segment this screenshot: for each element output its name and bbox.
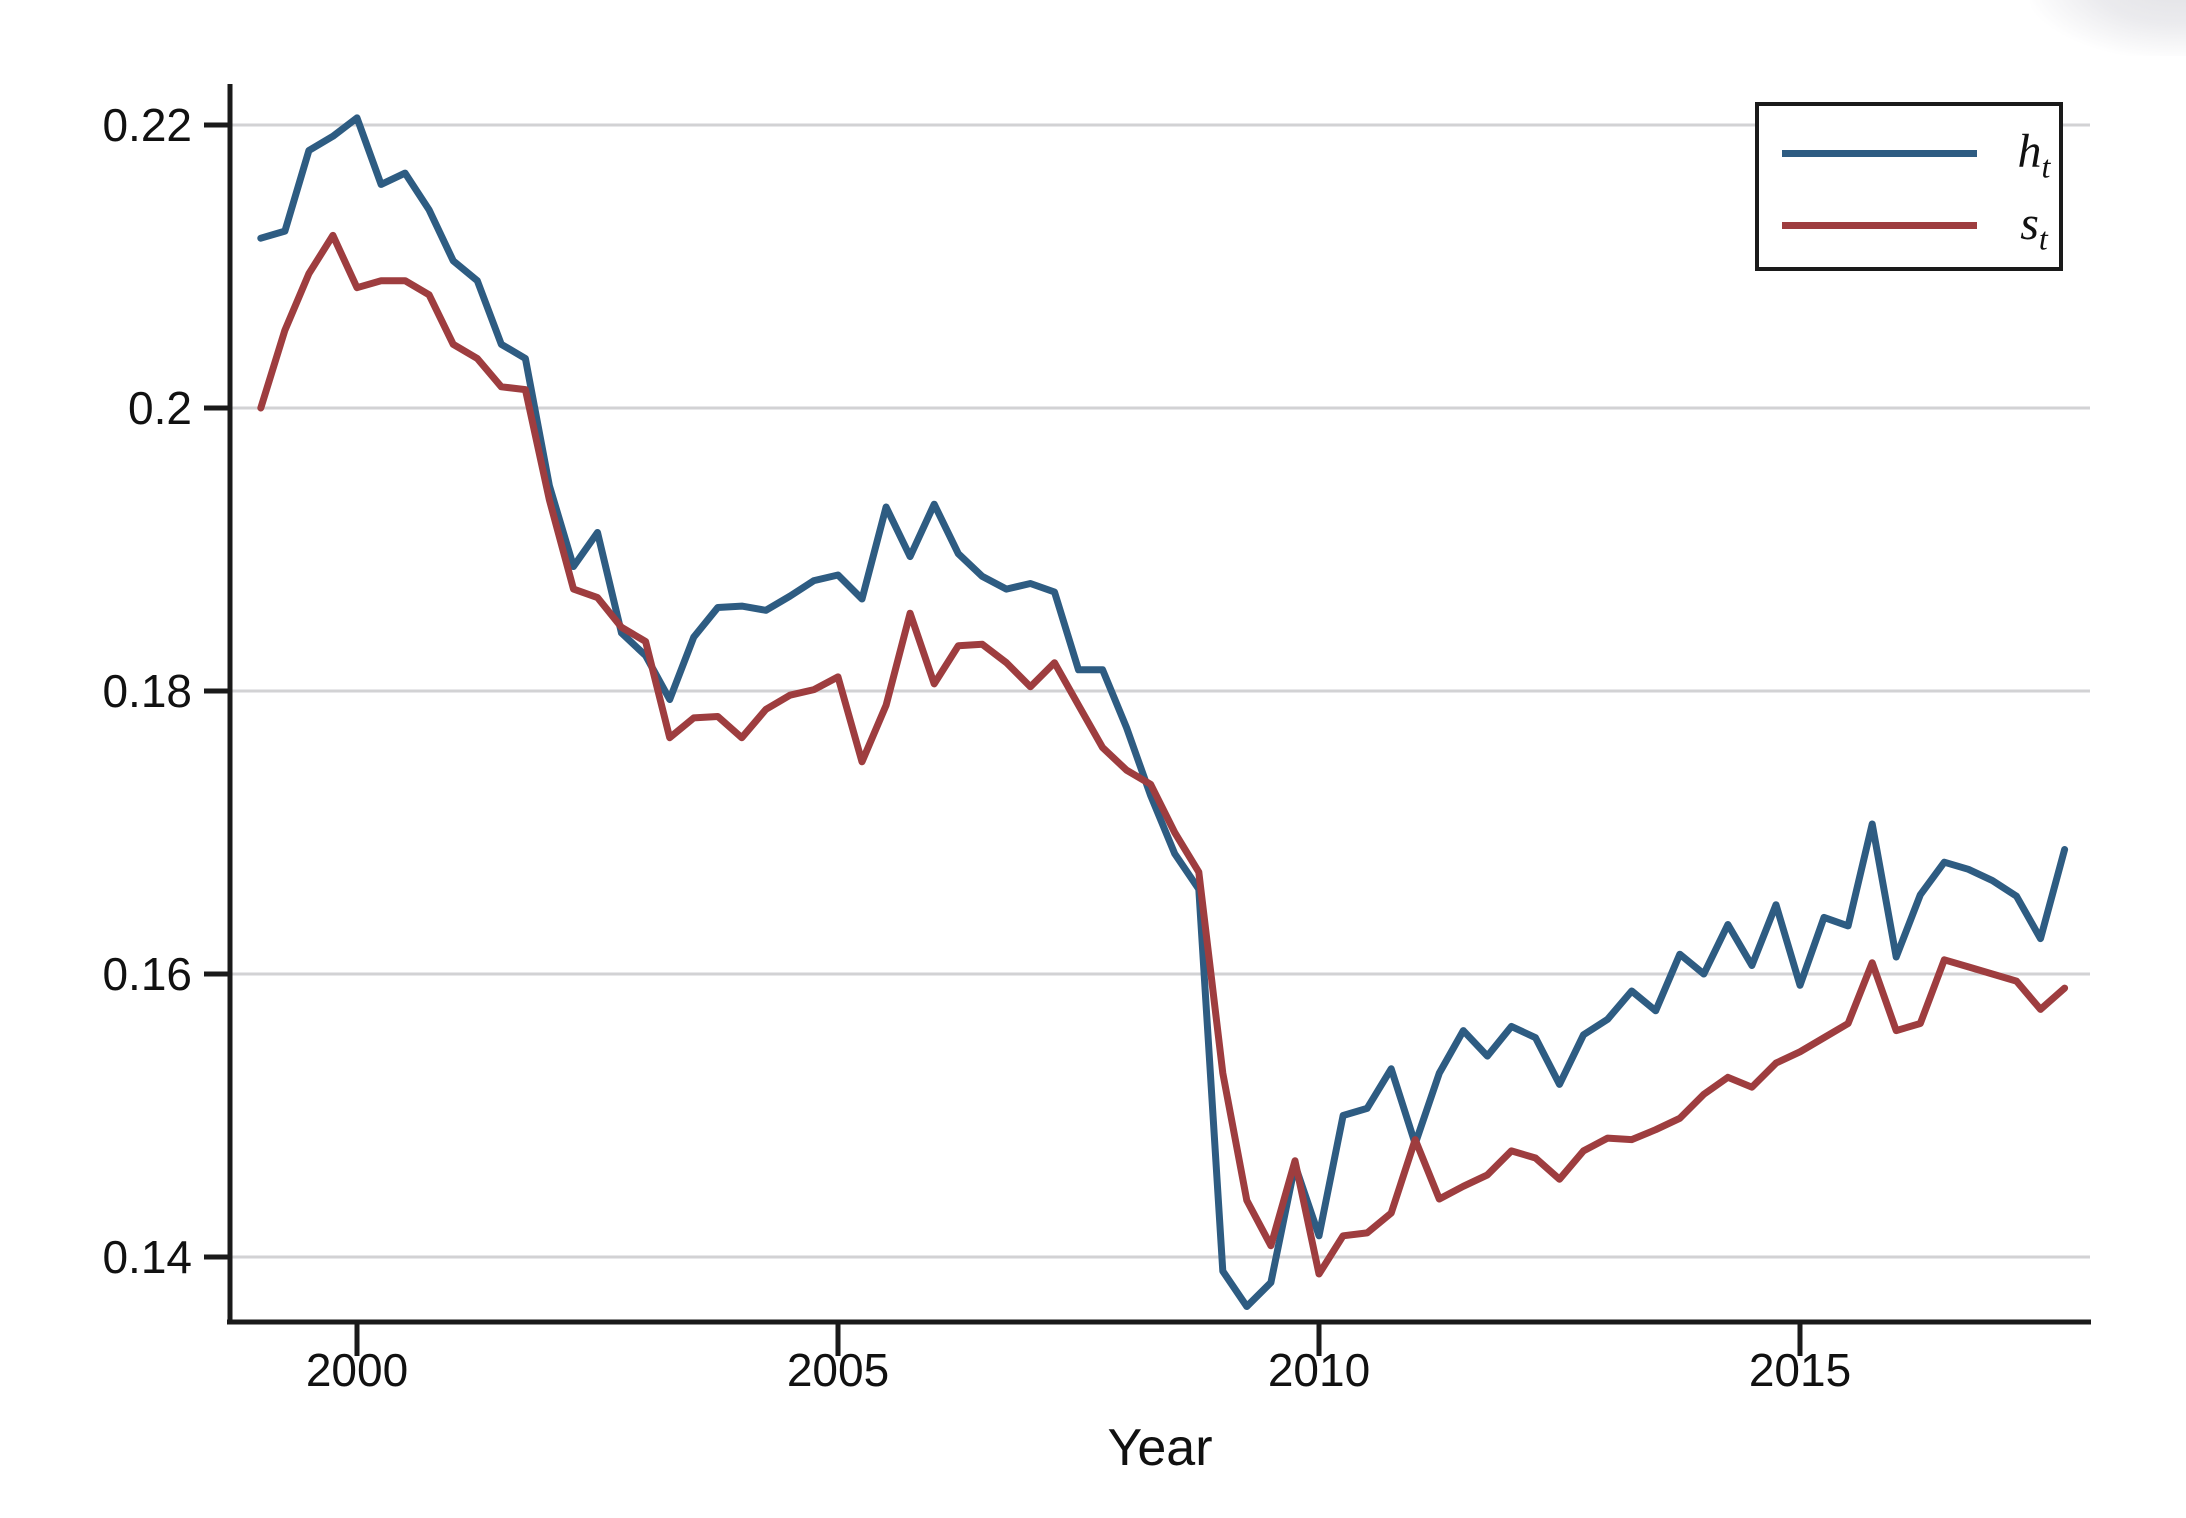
series-line-h_t (257, 114, 2069, 1310)
x-tick-label-2005: 2005 (786, 1344, 890, 1396)
x-axis-title: Year (1107, 1419, 1213, 1477)
legend-swatch-ht (1782, 150, 1977, 157)
y-tick-label-02: 0.2 (128, 382, 192, 434)
y-tick-label-016: 0.16 (102, 948, 192, 1000)
legend: ht st (1755, 102, 2063, 271)
x-tick-label-2015: 2015 (1748, 1344, 1852, 1396)
legend-swatch-st (1782, 222, 1977, 229)
x-tick-label-2000: 2000 (305, 1344, 409, 1396)
y-tick-label-014: 0.14 (102, 1231, 192, 1283)
x-tick-label-2010: 2010 (1267, 1344, 1371, 1396)
legend-label-st: st (2020, 197, 2048, 257)
series-line-s_t (257, 231, 2069, 1278)
legend-label-ht: ht (2017, 125, 2051, 185)
y-tick-label-018: 0.18 (102, 665, 192, 717)
y-tick-label-022: 0.22 (102, 99, 192, 151)
